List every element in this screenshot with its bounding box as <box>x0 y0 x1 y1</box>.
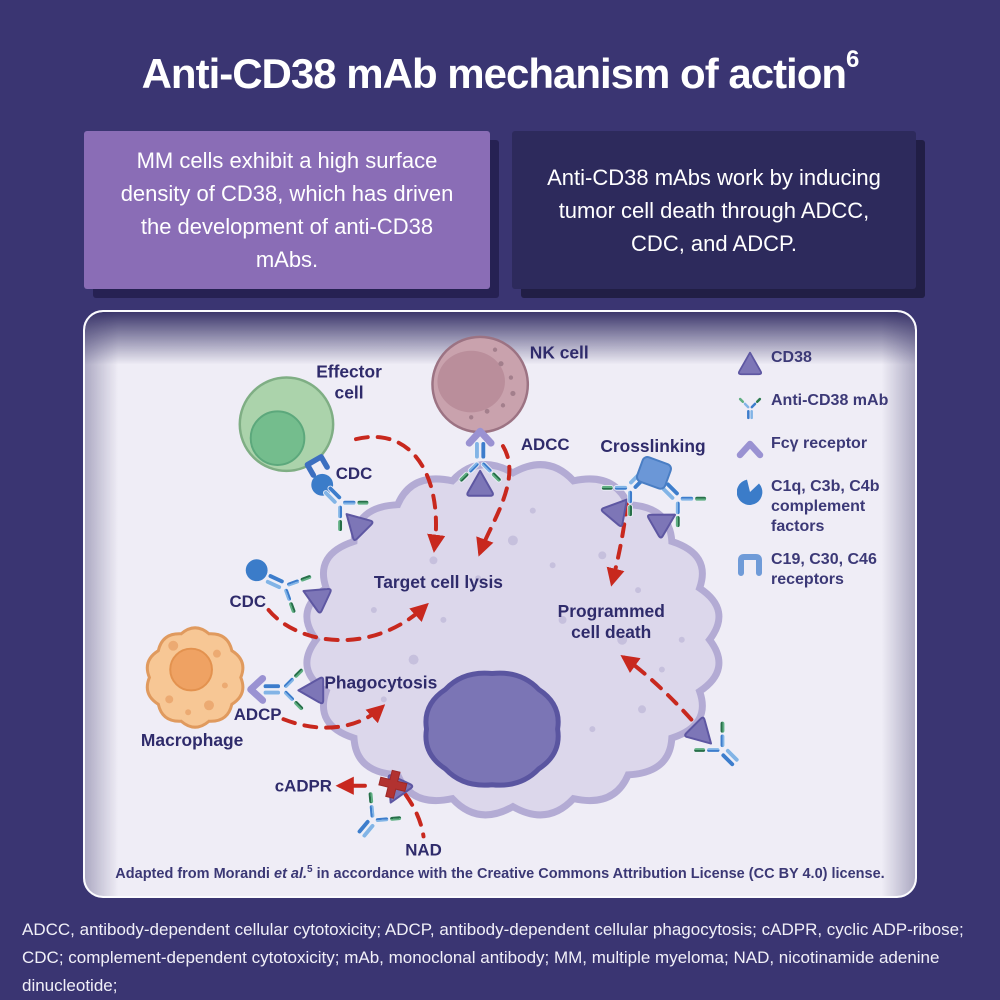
label-cdc-top: CDC <box>336 464 373 483</box>
arrow-adcc-to-lysis <box>476 444 512 557</box>
receptor-bracket-icon <box>304 454 330 478</box>
label-crosslinking: Crosslinking <box>600 436 705 456</box>
legend: CD38 Anti-CD38 mAb <box>733 348 913 603</box>
legend-label: complement <box>771 498 866 515</box>
fc-gamma-receptor-icon <box>733 434 767 464</box>
caption-etal: et al. <box>274 866 308 882</box>
arrow-crosslinking-to-pcd <box>606 500 630 587</box>
tumor-cell-nucleus <box>423 670 561 788</box>
callout-mabs-work: Anti-CD38 mAbs work by inducing tumor ce… <box>512 131 916 289</box>
label-adcp: ADCP <box>234 705 282 724</box>
legend-label: factors <box>771 518 825 535</box>
arrow-cdc-left-to-lysis <box>266 602 429 642</box>
label-nk-cell: NK cell <box>530 343 589 363</box>
enzyme-cross-icon <box>378 769 408 799</box>
legend-item-cd38: CD38 <box>733 348 913 378</box>
legend-label: receptors <box>771 571 844 588</box>
label-programmed-line2: cell death <box>571 622 651 642</box>
cd38-triangle-icon <box>733 348 767 378</box>
callout-mm-cells: MM cells exhibit a high surface density … <box>84 131 490 289</box>
page-title-text: Anti-CD38 mAb mechanism of action <box>141 50 847 97</box>
arrow-cdc-to-lysis-top <box>354 435 446 553</box>
legend-label: Fcγ receptor <box>771 435 868 452</box>
caption-prefix: Adapted from Morandi <box>115 866 274 882</box>
label-target-cell-lysis: Target cell lysis <box>374 572 503 592</box>
complement-factor-icon <box>245 559 268 582</box>
nk-cell-shape <box>431 335 530 434</box>
complement-factor-icon <box>733 477 767 507</box>
legend-item-receptors: C19, C30, C46 receptors <box>733 550 913 590</box>
legend-item-complement: C1q, C3b, C4b complement factors <box>733 477 913 537</box>
page-title-superscript: 6 <box>846 46 859 73</box>
legend-label: Anti-CD38 mAb <box>771 392 889 409</box>
attribution-caption: Adapted from Morandi et al.5 in accordan… <box>85 864 915 882</box>
label-adcc: ADCC <box>521 435 570 454</box>
fc-gamma-receptor-icon <box>469 431 491 443</box>
crosslinker-icon <box>635 456 672 490</box>
caption-superscript: 5 <box>307 864 313 876</box>
legend-item-anti-cd38-mab: Anti-CD38 mAb <box>733 391 913 421</box>
label-cdc-left: CDC <box>229 592 266 611</box>
caption-suffix: in accordance with the Creative Commons … <box>312 866 885 882</box>
callout-mabs-work-text: Anti-CD38 mAbs work by inducing tumor ce… <box>547 164 881 256</box>
arrow-adcp-to-phagocytosis <box>281 704 386 730</box>
mechanism-diagram-panel: Effector cell NK cell CDC ADCC Crosslink… <box>83 310 917 898</box>
footnote-line: CDC; complement-dependent cytotoxicity; … <box>22 948 940 995</box>
legend-label: C1q, C3b, C4b <box>771 478 880 495</box>
legend-item-fc-gamma: Fcγ receptor <box>733 434 913 464</box>
label-cadpr: cADPR <box>275 777 332 796</box>
footnote-line: ADCC, antibody-dependent cellular cytoto… <box>22 920 964 939</box>
line-nad <box>403 792 426 839</box>
page-title: Anti-CD38 mAb mechanism of action6 <box>0 48 1000 98</box>
label-effector-cell-line2: cell <box>335 382 364 402</box>
fc-gamma-receptor-icon <box>251 678 263 700</box>
anti-cd38-mab-icon <box>733 391 767 421</box>
macrophage-shape <box>145 626 245 729</box>
legend-label: C19, C30, C46 <box>771 551 877 568</box>
label-programmed-line1: Programmed <box>558 601 665 621</box>
label-phagocytosis: Phagocytosis <box>324 672 437 692</box>
label-nad: NAD <box>405 840 442 859</box>
mechanism-diagram: Effector cell NK cell CDC ADCC Crosslink… <box>141 335 753 859</box>
label-effector-cell-line1: Effector <box>316 362 382 382</box>
complement-factor-icon <box>311 473 334 496</box>
label-macrophage: Macrophage <box>141 730 244 750</box>
legend-label: CD38 <box>771 349 812 366</box>
receptor-bracket-icon <box>733 550 767 580</box>
abbreviation-footnotes: ADCC, antibody-dependent cellular cytoto… <box>22 916 984 1000</box>
effector-cell-shape <box>238 376 335 473</box>
callout-mm-cells-text: MM cells exhibit a high surface density … <box>120 148 454 272</box>
